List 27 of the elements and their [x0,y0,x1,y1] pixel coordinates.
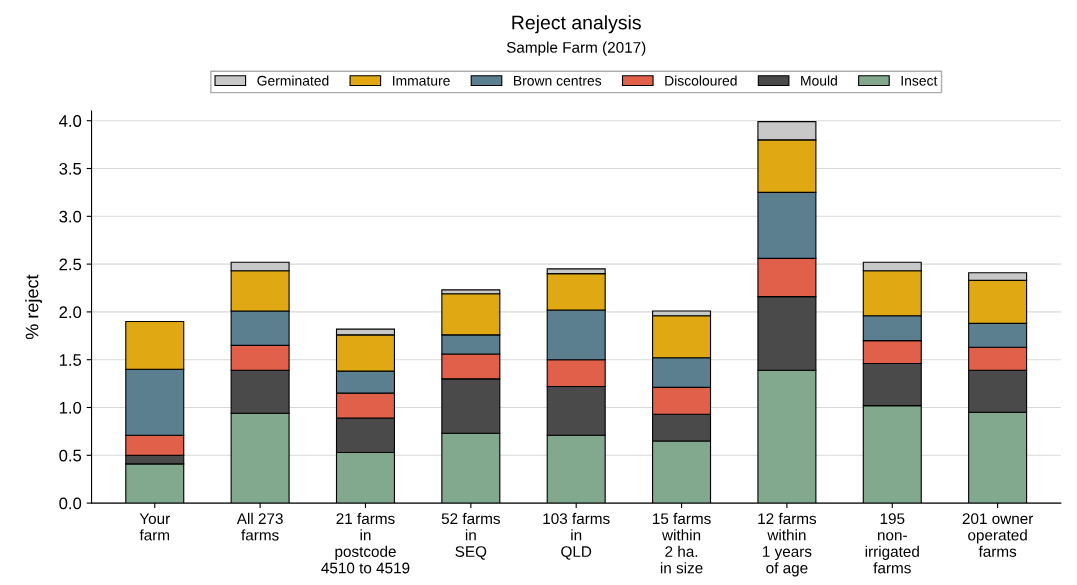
y-tick-label: 0.5 [59,449,82,462]
x-tick-label: Your farm [139,513,170,541]
y-tick-label: 0.0 [59,497,82,510]
y-axis-title: % reject [25,274,42,340]
x-tick-label: 15 farms within 2 ha. in size [653,512,711,574]
chart-title: Reject analysis [512,15,641,34]
y-tick-label: 3.5 [59,162,82,175]
x-tick-label: 21 farms in postcode 4510 to 4519 [321,512,410,574]
legend-label: Germinated [257,75,329,86]
x-tick-label: 52 farms in SEQ [441,512,500,560]
y-tick-label: 4.0 [59,115,82,127]
y-tick-label: 3.0 [59,210,82,223]
legend-label: Immature [393,75,450,86]
legend-label: Insect [901,75,938,86]
legend-label: Mould [801,75,837,86]
x-tick-label: 201 owner operated farms [962,513,1034,557]
legend-label: Discoloured [665,75,737,86]
y-tick-label: 1.0 [59,401,82,414]
y-tick-label: 2.0 [59,306,82,319]
legend-label: Brown centres [514,75,602,86]
y-tick-label: 1.5 [59,354,82,366]
x-tick-label: All 273 farms [236,512,283,541]
x-tick-label: 103 farms in QLD [543,512,610,560]
x-tick-label: 195 non- irrigated farms [865,513,919,574]
chart-subtitle: Sample Farm (2017) [506,41,646,56]
x-tick-label: 12 farms within 1 years of age [758,512,817,577]
y-tick-label: 2.5 [59,258,82,271]
